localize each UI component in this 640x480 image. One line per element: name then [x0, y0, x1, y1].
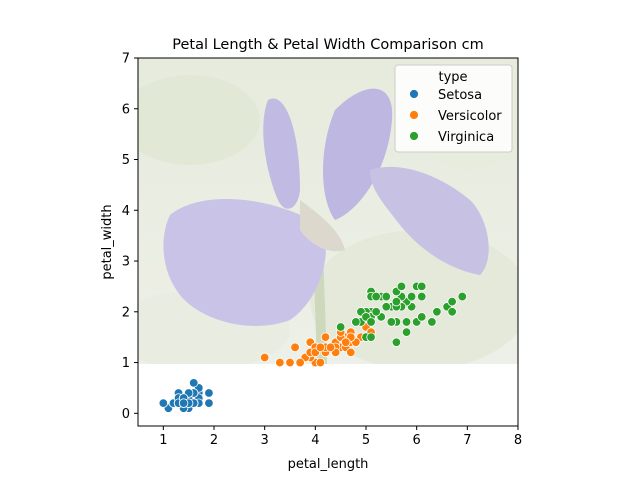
x-axis: 1 2 3 4 5 6 7 8 — [159, 426, 522, 448]
x-tick-label: 8 — [514, 433, 522, 448]
data-point — [401, 317, 412, 327]
data-point — [447, 307, 457, 317]
data-point — [315, 342, 326, 353]
y-tick-label: 5 — [122, 153, 130, 168]
plot-frame — [137, 57, 519, 427]
series-virginica — [335, 281, 467, 347]
x-tick-label: 1 — [159, 433, 167, 448]
data-point — [406, 291, 417, 302]
x-tick-label: 5 — [362, 433, 370, 448]
legend: type Setosa Versicolor Virginica — [394, 64, 513, 153]
data-point — [366, 317, 376, 327]
data-point — [259, 352, 270, 363]
data-point — [401, 327, 412, 337]
data-point — [275, 357, 285, 368]
legend-marker — [409, 131, 419, 141]
y-tick-label: 7 — [122, 52, 130, 67]
data-point — [381, 291, 391, 302]
data-point — [320, 332, 331, 342]
data-point — [158, 398, 169, 408]
data-point — [427, 317, 437, 327]
data-point — [371, 291, 381, 302]
y-axis-label: petal_width — [100, 204, 115, 279]
x-tick-label: 3 — [261, 433, 269, 448]
y-tick-label: 2 — [122, 305, 130, 320]
data-point — [396, 281, 407, 292]
y-axis: 0 1 2 3 4 5 6 7 — [122, 52, 138, 422]
legend-label: Versicolor — [438, 109, 502, 124]
legend-marker — [409, 89, 419, 99]
data-point — [457, 291, 467, 302]
data-point — [178, 398, 189, 408]
data-points — [158, 281, 467, 413]
y-tick-label: 6 — [122, 102, 130, 117]
data-point — [391, 337, 402, 347]
legend-label: Setosa — [438, 88, 482, 103]
data-point — [371, 307, 381, 317]
data-point — [341, 337, 351, 347]
data-point — [335, 322, 346, 332]
x-axis-label: petal_length — [288, 457, 369, 472]
data-point — [417, 312, 427, 322]
x-tick-label: 2 — [210, 433, 218, 448]
data-point — [391, 296, 402, 307]
data-point — [417, 291, 427, 302]
data-point — [295, 357, 305, 368]
legend-label: Virginica — [438, 130, 494, 145]
data-point — [432, 307, 442, 317]
data-point — [204, 398, 214, 408]
data-point — [325, 342, 336, 353]
data-point — [386, 317, 397, 327]
chart-title: Petal Length & Petal Width Comparison cm — [172, 37, 484, 53]
data-point — [351, 317, 361, 327]
y-tick-label: 1 — [122, 356, 130, 371]
data-point — [285, 357, 295, 368]
data-point — [290, 342, 300, 353]
x-tick-label: 4 — [311, 433, 319, 448]
legend-title: type — [438, 70, 467, 85]
data-point — [447, 296, 457, 307]
y-tick-label: 4 — [122, 204, 130, 219]
series-setosa — [158, 378, 214, 413]
data-point — [366, 332, 376, 342]
x-tick-label: 7 — [463, 433, 471, 448]
legend-box — [394, 64, 513, 153]
x-tick-label: 6 — [413, 433, 421, 448]
data-point — [189, 378, 199, 388]
data-point — [346, 347, 356, 358]
y-tick-label: 0 — [122, 407, 130, 422]
data-point — [204, 388, 214, 398]
data-point — [417, 281, 427, 292]
legend-marker — [409, 110, 419, 120]
y-tick-label: 3 — [122, 255, 130, 270]
data-point — [315, 357, 326, 368]
data-point — [381, 302, 391, 312]
